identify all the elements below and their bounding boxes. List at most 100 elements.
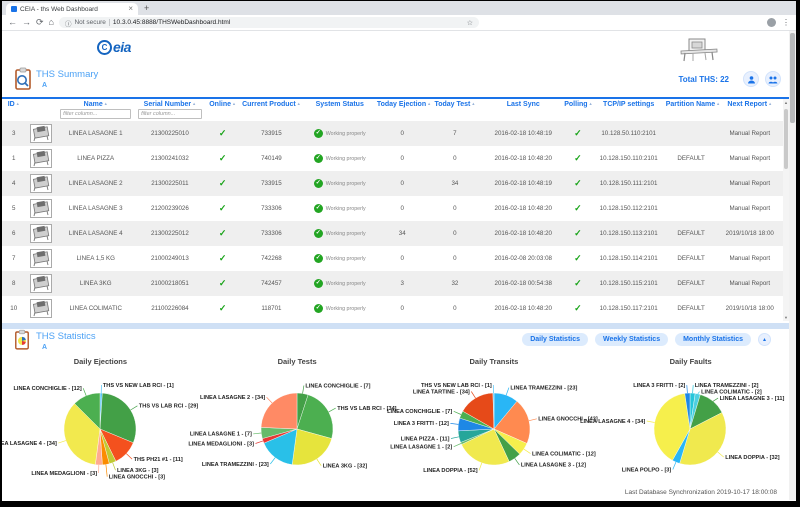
cell-last-sync: 2016-02-18 10:48:19 — [482, 121, 565, 146]
summary-anchor-link[interactable]: A — [42, 82, 48, 89]
forward-icon[interactable]: → — [22, 17, 31, 27]
column-header-next-report[interactable]: Next Report▲ — [717, 99, 784, 109]
cell-id: 5 — [11, 205, 16, 212]
favicon-icon — [11, 6, 17, 12]
pie-chart-daily-transits: Daily Transits LINEA TRAMEZZINI - [23] LIN… — [387, 357, 598, 492]
cell-next-report: Manual Report — [729, 155, 771, 162]
pie-slice-label: LINEA LASAGNE 1 - [2] — [390, 445, 452, 451]
table-horizontal-scrollbar[interactable] — [2, 323, 789, 329]
bookmark-star-icon[interactable]: ☆ — [466, 19, 473, 27]
sort-caret-icon[interactable]: ▲ — [768, 101, 773, 106]
label-leader-line — [266, 396, 273, 404]
table-row[interactable]: 10 LINEA COLIMATIC 21100226084 ✓ 118701 ✓ Work… — [2, 296, 783, 321]
column-header-partition-name[interactable]: Partition Name▲ — [666, 99, 721, 109]
table-row[interactable]: 7 LINEA 1,5 KG 21000249013 ✓ 742268 ✓ Working … — [2, 246, 783, 271]
name-filter-input[interactable] — [60, 109, 132, 119]
table-row[interactable]: 8 LINEA 3KG 21000218051 ✓ 742457 ✓ Working pro… — [2, 271, 783, 296]
sort-caret-icon[interactable]: ▲ — [716, 101, 721, 106]
page-scrollbar[interactable] — [789, 31, 796, 500]
serial-filter-input[interactable] — [138, 109, 202, 119]
cell-thumbnail — [25, 146, 56, 171]
collapse-button[interactable]: ▴ — [758, 333, 771, 346]
pie-slice-label: LINEA MEDAGLIONI - [3] — [31, 471, 97, 477]
statistics-anchor-link[interactable]: A — [42, 344, 48, 351]
cell-today-test: 34 — [427, 171, 483, 196]
cell-partition-name — [666, 196, 717, 221]
pie-svg: LINEA TRAMEZZINI - [2]LINEA COLIMATIC - … — [580, 383, 784, 473]
monthly-statistics-button[interactable]: Monthly Statistics — [675, 333, 751, 346]
label-leader-line — [646, 420, 655, 423]
column-header-thumb — [25, 99, 56, 109]
column-header-current-product[interactable]: Current Product▲ — [240, 99, 302, 109]
table-scrollbar[interactable]: ▲ ▼ — [783, 99, 789, 321]
sort-caret-icon[interactable]: ▲ — [192, 101, 197, 106]
machine-thumbnail — [30, 274, 53, 293]
pie-slice-label: LINEA TARTINE - [34] — [412, 389, 469, 395]
pie-slice-label: LINEA DOPPIA - [52] — [423, 468, 477, 474]
column-header-label: TCP/IP settings — [603, 101, 655, 108]
label-leader-line — [672, 461, 677, 470]
sort-caret-icon[interactable]: ▲ — [103, 101, 108, 106]
profile-avatar[interactable] — [767, 18, 776, 27]
column-header-today-ejection[interactable]: Today Ejection▲ — [377, 99, 432, 109]
column-header-system-status: System Status — [303, 99, 377, 109]
cell-online: ✓ — [205, 146, 240, 171]
reload-icon[interactable]: ⟳ — [36, 17, 44, 27]
column-header-today-test[interactable]: Today Test▲ — [428, 99, 483, 109]
column-header-name[interactable]: Name▲ — [57, 99, 135, 109]
column-header-label: Name — [83, 101, 103, 108]
polling-check-icon: ✓ — [574, 228, 582, 238]
sort-caret-icon[interactable]: ▲ — [427, 101, 432, 106]
sort-caret-icon[interactable]: ▲ — [296, 101, 301, 106]
cell-today-test: 0 — [453, 205, 457, 212]
user-button[interactable] — [743, 71, 759, 87]
pie-slice-label: LINEA CONCHIGLIE - [7] — [387, 409, 452, 415]
pie-slice — [291, 428, 332, 466]
column-header-serial-number[interactable]: Serial Number▲ — [135, 99, 205, 109]
cell-today-ejection: 0 — [400, 255, 404, 262]
table-row[interactable]: 3 LINEA LASAGNE 1 21300225010 ✓ 733915 ✓ Worki… — [2, 121, 783, 146]
cell-last-sync: 2016-02-18 10:48:20 — [494, 205, 552, 212]
table-row[interactable]: 5 LINEA LASAGNE 3 21200239026 ✓ 733306 ✓ Worki… — [2, 196, 783, 221]
weekly-statistics-button[interactable]: Weekly Statistics — [595, 333, 669, 346]
browser-tab[interactable]: CEIA - ths Web Dashboard × — [6, 3, 138, 15]
machine-thumbnail — [30, 199, 53, 218]
daily-statistics-button[interactable]: Daily Statistics — [522, 333, 589, 346]
column-header-polling[interactable]: Polling▲ — [564, 99, 593, 109]
new-tab-button[interactable]: + — [144, 3, 150, 13]
table-scroll-up-icon[interactable]: ▲ — [784, 100, 788, 105]
charts-row: Daily Ejections THS VS NEW LAB RCI - [1] T… — [2, 357, 789, 492]
group-button[interactable] — [765, 71, 781, 87]
back-icon[interactable]: ← — [8, 17, 17, 27]
pie-slice-label: THS VS NEW LAB RCI - [1] — [103, 383, 174, 389]
address-bar[interactable]: ⓘ Not secure 10.3.0.45:8888/THSWebDashbo… — [58, 17, 479, 28]
pie-svg: THS VS NEW LAB RCI - [1] THS VS LAB RCI -… — [2, 383, 198, 481]
sort-caret-icon[interactable]: ▲ — [232, 101, 236, 106]
label-leader-line — [58, 440, 67, 444]
status-ok-icon: ✓ — [313, 179, 323, 188]
column-header-online[interactable]: Online▲ — [205, 99, 240, 109]
pie-slice-label: THS VS NEW LAB RCI - [1] — [420, 383, 491, 389]
label-leader-line — [112, 462, 116, 471]
sort-caret-icon[interactable]: ▲ — [471, 101, 476, 106]
cell-name: LINEA LASAGNE 2 — [56, 171, 135, 196]
table-row[interactable]: 1 LINEA PIZZA 21300241032 ✓ 740149 ✓ Working p… — [2, 146, 783, 171]
table-row[interactable]: 4 LINEA LASAGNE 2 21300225011 ✓ 733915 ✓ Worki… — [2, 171, 783, 196]
machine-thumbnail — [30, 124, 53, 143]
pie-slice-label: LINEA COLIMATIC - [2] — [701, 389, 762, 395]
info-icon[interactable]: ⓘ — [64, 20, 72, 28]
pie-svg: LINEA CONCHIGLIE - [7] THS VS LAB RCI - [… — [188, 383, 396, 469]
label-leader-line — [269, 457, 276, 465]
column-header-id[interactable]: ID▲ — [2, 99, 25, 109]
cell-current-product: 733915 — [240, 171, 303, 196]
home-icon[interactable]: ⌂ — [48, 17, 54, 27]
table-row[interactable]: 6 LINEA LASAGNE 4 21300225012 ✓ 733306 ✓ Worki… — [2, 221, 783, 246]
table-scrollbar-thumb[interactable] — [784, 109, 788, 169]
browser-menu-icon[interactable]: ⋮ — [782, 18, 790, 27]
sort-caret-icon[interactable]: ▲ — [588, 101, 593, 106]
label-leader-line — [692, 385, 694, 394]
table-scroll-down-icon[interactable]: ▼ — [784, 315, 788, 320]
page-scrollbar-thumb[interactable] — [790, 33, 795, 123]
tab-close-icon[interactable]: × — [128, 4, 133, 13]
sort-caret-icon[interactable]: ▲ — [15, 101, 20, 106]
